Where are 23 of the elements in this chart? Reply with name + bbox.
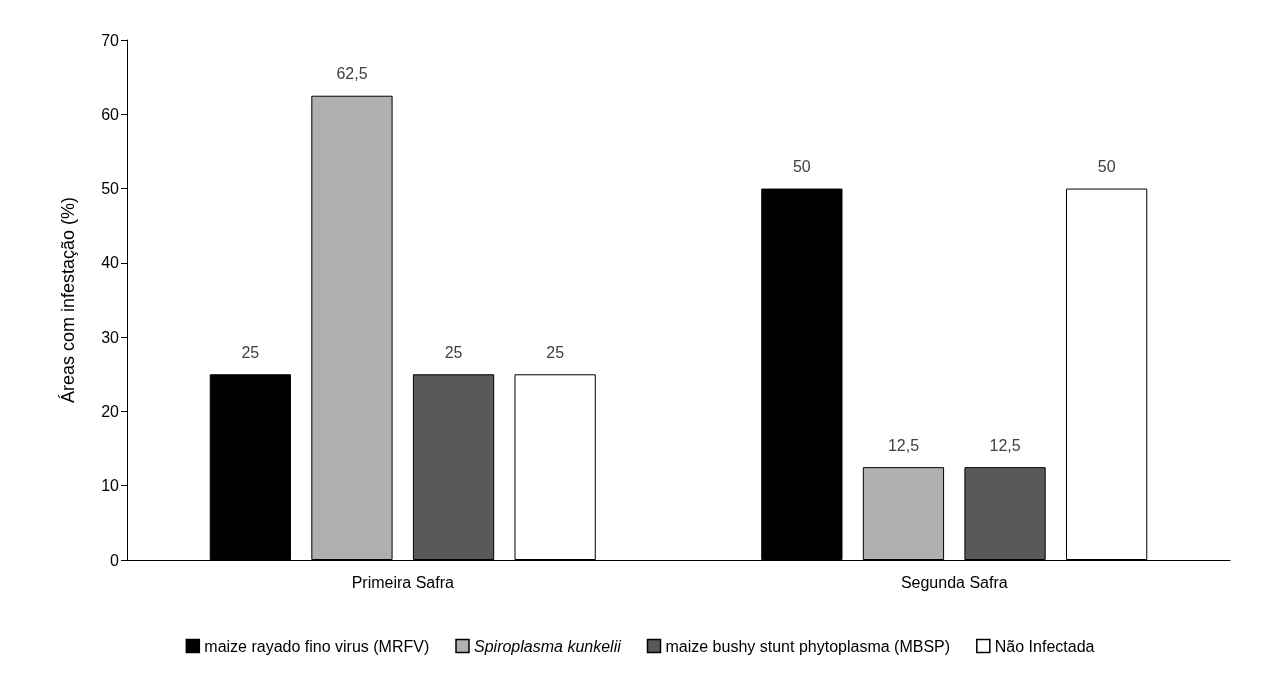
legend-label: maize rayado fino virus (MRFV) — [204, 637, 430, 655]
y-axis-title: Áreas com infestação (%) — [58, 196, 78, 404]
legend-label: maize bushy stunt phytoplasma (MBSP) — [665, 637, 951, 655]
y-tick-label: 50 — [101, 180, 120, 198]
y-tick-label: 60 — [101, 105, 120, 123]
x-tick-label: Primeira Safra — [351, 573, 454, 591]
data-label: 50 — [792, 158, 811, 176]
data-label: 12,5 — [887, 436, 920, 454]
legend-label: Spiroplasma kunkelii — [474, 637, 622, 655]
y-tick-label: 40 — [101, 254, 120, 272]
x-tick-label: Segunda Safra — [900, 573, 1008, 591]
y-tick-label: 10 — [101, 477, 120, 495]
legend-label: Não Infectada — [994, 637, 1095, 655]
data-label: 12,5 — [989, 436, 1021, 454]
data-label: 50 — [1097, 158, 1116, 176]
y-tick-label: 70 — [101, 31, 120, 49]
y-tick-label: 30 — [101, 328, 120, 346]
y-tick-label: 20 — [101, 402, 120, 420]
y-tick-label: 0 — [110, 551, 120, 569]
data-label: 25 — [546, 343, 565, 361]
data-label: 25 — [444, 343, 463, 361]
data-label: 25 — [241, 343, 260, 361]
data-label: 62,5 — [336, 65, 368, 83]
